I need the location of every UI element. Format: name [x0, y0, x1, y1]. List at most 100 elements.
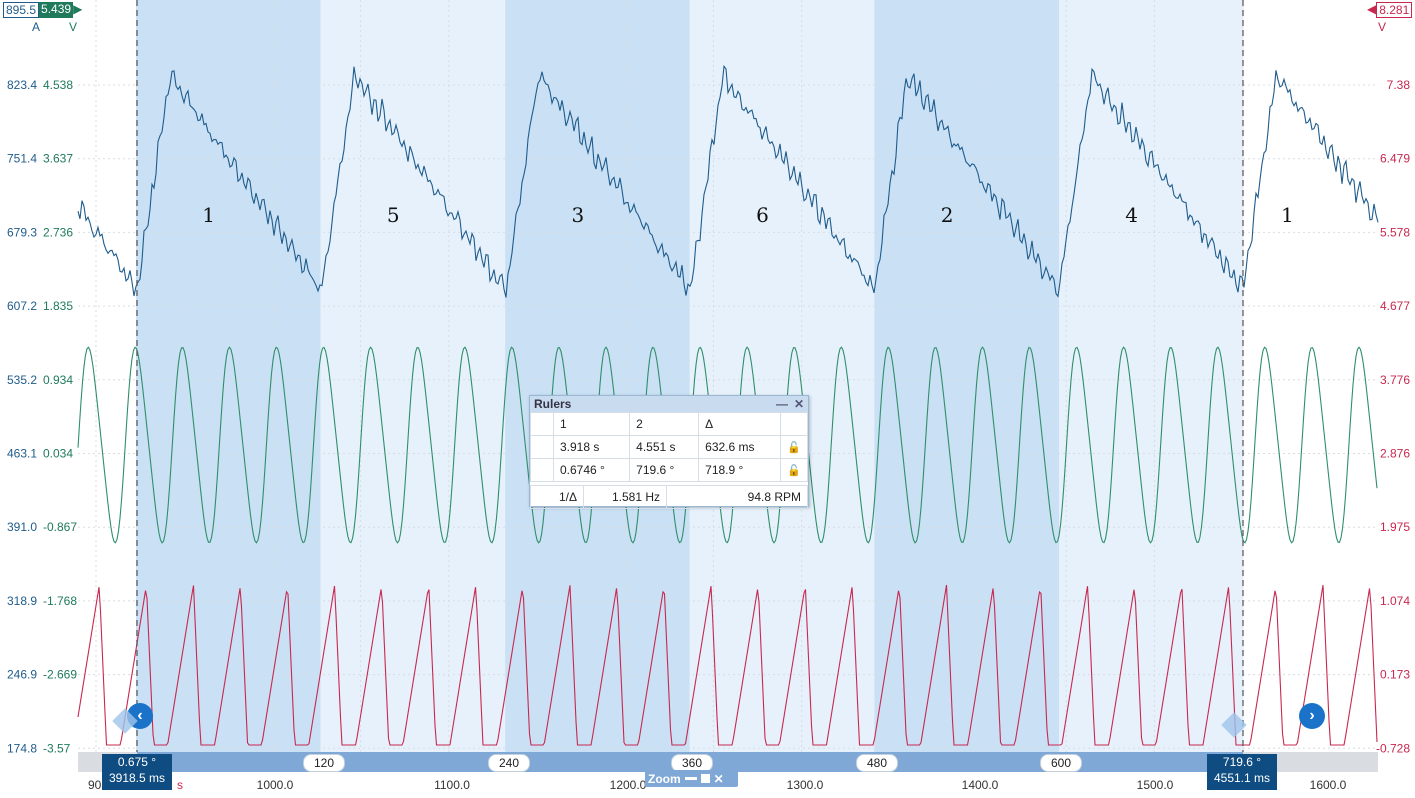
chevron-left-icon: ‹ [137, 707, 143, 724]
rulers-panel-title: Rulers [534, 397, 572, 411]
freq-label: 1/Δ [530, 485, 584, 509]
right-axis-tick: 6.479 [1380, 152, 1410, 166]
cylinder-bands [135, 0, 1244, 752]
rulers-time-row: 3.918 s 4.551 s 632.6 ms 🔓 [530, 435, 808, 459]
right-axis-top-value: 8.281 [1376, 2, 1413, 18]
rulers-header-2: 2 [629, 412, 700, 436]
left-axis-tick-a: 607.2 [7, 299, 37, 313]
rulers-freq-table: 1/Δ 1.581 Hz 94.8 RPM [530, 485, 808, 509]
cylinder-label: 1 [1281, 203, 1294, 227]
delta-time-value: 632.6 ms [698, 435, 782, 459]
x-axis-label: 1400.0 [962, 778, 999, 792]
left-axis-unit-a: A [32, 20, 41, 34]
right-axis-tick: 5.578 [1380, 225, 1410, 239]
ruler-1-time-value: 3.918 s [552, 435, 631, 459]
left-axis-tick-b: 3.637 [43, 152, 73, 166]
ruler-2-marker[interactable]: 719.6 ° 4551.1 ms [1207, 754, 1277, 790]
left-axis-tick-b: 4.538 [43, 78, 73, 92]
right-axis: 7.38 6.479 5.578 4.677 3.776 2.876 1.975 1.074 0… [1376, 78, 1410, 755]
zoom-close-icon[interactable]: ✕ [713, 771, 724, 786]
rulers-header-row: 1 2 Δ [530, 412, 808, 436]
left-axis-top-b: 5.439 [39, 2, 74, 18]
minimize-icon[interactable]: — [775, 397, 788, 411]
degree-label: 480 [856, 754, 899, 772]
left-axis-tick-b: -1.768 [43, 594, 77, 608]
ruler-2-time-value: 4.551 s [629, 435, 700, 459]
x-axis-label: 1300.0 [787, 778, 824, 792]
left-axis-tick-a: 823.4 [7, 78, 37, 92]
left-axis-tick-a: 318.9 [7, 594, 37, 608]
right-axis-top: ◀ 8.281 [1367, 2, 1413, 18]
left-axis-top-a: 895.5 [3, 2, 40, 18]
cylinder-label: 6 [756, 203, 769, 227]
freq-value: 1.581 Hz [583, 485, 667, 509]
current-trace [77, 64, 1379, 298]
x-axis-unit: s [177, 778, 183, 792]
zoom-control[interactable]: Zoom ✕ [645, 770, 738, 787]
cylinder-label: 4 [1125, 203, 1138, 227]
rulers-header-delta: Δ [698, 412, 782, 436]
lock-icon[interactable]: 🔓 [780, 458, 808, 482]
rulers-header-1: 1 [552, 412, 631, 436]
left-axis-tick-a: 751.4 [7, 152, 37, 166]
left-axis-top: 895.5 5.439 ▶ [3, 2, 82, 18]
left-axis-arrow-icon: ▶ [73, 2, 83, 16]
x-axis-label: 1500.0 [1137, 778, 1174, 792]
left-axis-tick-a: 535.2 [7, 373, 37, 387]
left-axis-tick-a: 463.1 [7, 447, 37, 461]
scroll-right-button[interactable]: › [1299, 703, 1325, 729]
left-axis-tick-b: -0.867 [43, 520, 77, 534]
x-axis: 1000.0 1100.0 1200.0 1300.0 1400.0 1500.0 1600… [88, 778, 1347, 792]
traces [77, 64, 1379, 746]
right-axis-tick: 2.876 [1380, 447, 1410, 461]
ruler-1-time: 3918.5 ms [108, 771, 166, 785]
right-axis-tick: 7.38 [1387, 78, 1411, 92]
chevron-right-icon: › [1309, 707, 1315, 724]
delta-angle-value: 718.9 ° [698, 458, 782, 482]
left-axis-tick-b: -3.57 [43, 741, 71, 755]
right-axis-tick: 1.975 [1380, 520, 1410, 534]
right-axis-tick: 3.776 [1380, 373, 1410, 387]
ruler-1-marker[interactable]: 0.675 ° 3918.5 ms [102, 754, 172, 790]
zoom-minimize-icon[interactable] [684, 777, 697, 780]
cylinder-band [689, 0, 875, 752]
degree-label: 240 [488, 754, 531, 772]
left-axis-tick-a: 246.9 [7, 668, 37, 682]
left-axis-tick-b: 0.034 [43, 447, 73, 461]
left-axis-tick-b: 1.835 [43, 299, 73, 313]
left-axis-tick-b: 0.934 [43, 373, 73, 387]
zoom-label: Zoom [648, 771, 681, 786]
right-axis-tick: 0.173 [1380, 668, 1410, 682]
rulers-panel-titlebar[interactable]: Rulers — ✕ [530, 396, 808, 412]
right-axis-arrow-icon: ◀ [1367, 2, 1377, 16]
zoom-maximize-icon[interactable] [700, 774, 710, 783]
degree-label: 600 [1040, 754, 1083, 772]
ruler-2-angle: 719.6 ° [1222, 755, 1262, 769]
cylinder-label: 3 [571, 203, 584, 227]
ruler-2-angle-value: 719.6 ° [629, 458, 700, 482]
left-axis-tick-b: -2.669 [43, 668, 77, 682]
right-axis-tick: 1.074 [1380, 594, 1410, 608]
ruler-1-angle-value: 0.6746 ° [552, 458, 631, 482]
cylinder-band [874, 0, 1060, 752]
x-axis-label: 1600.0 [1310, 778, 1347, 792]
cylinder-label: 2 [941, 203, 954, 227]
close-icon[interactable]: ✕ [793, 397, 804, 411]
degree-label: 120 [303, 754, 346, 772]
rulers-angle-row: 0.6746 ° 719.6 ° 718.9 ° 🔓 [530, 458, 808, 482]
cylinder-labels: 1 5 3 6 2 4 1 [202, 203, 1293, 227]
cylinder-band [135, 0, 321, 752]
lock-icon[interactable]: 🔓 [780, 435, 808, 459]
left-axis: 823.4 4.538 751.4 3.637 679.3 2.736 607.2 1.835… [7, 78, 77, 755]
right-axis-tick: 4.677 [1380, 299, 1410, 313]
green-trace [77, 346, 1378, 544]
rulers-table: 1 2 Δ 3.918 s 4.551 s 632.6 ms 🔓 0.6746 … [530, 412, 808, 482]
left-axis-tick-a: 391.0 [7, 520, 37, 534]
rpm-value: 94.8 RPM [666, 485, 808, 509]
x-axis-label: 1200.0 [610, 778, 647, 792]
rulers-panel[interactable]: Rulers — ✕ 1 2 Δ 3.918 s 4.551 s 632.6 m… [529, 395, 809, 509]
x-axis-label: 1100.0 [434, 778, 470, 792]
red-trace [77, 584, 1378, 746]
cylinder-label: 5 [387, 203, 400, 227]
